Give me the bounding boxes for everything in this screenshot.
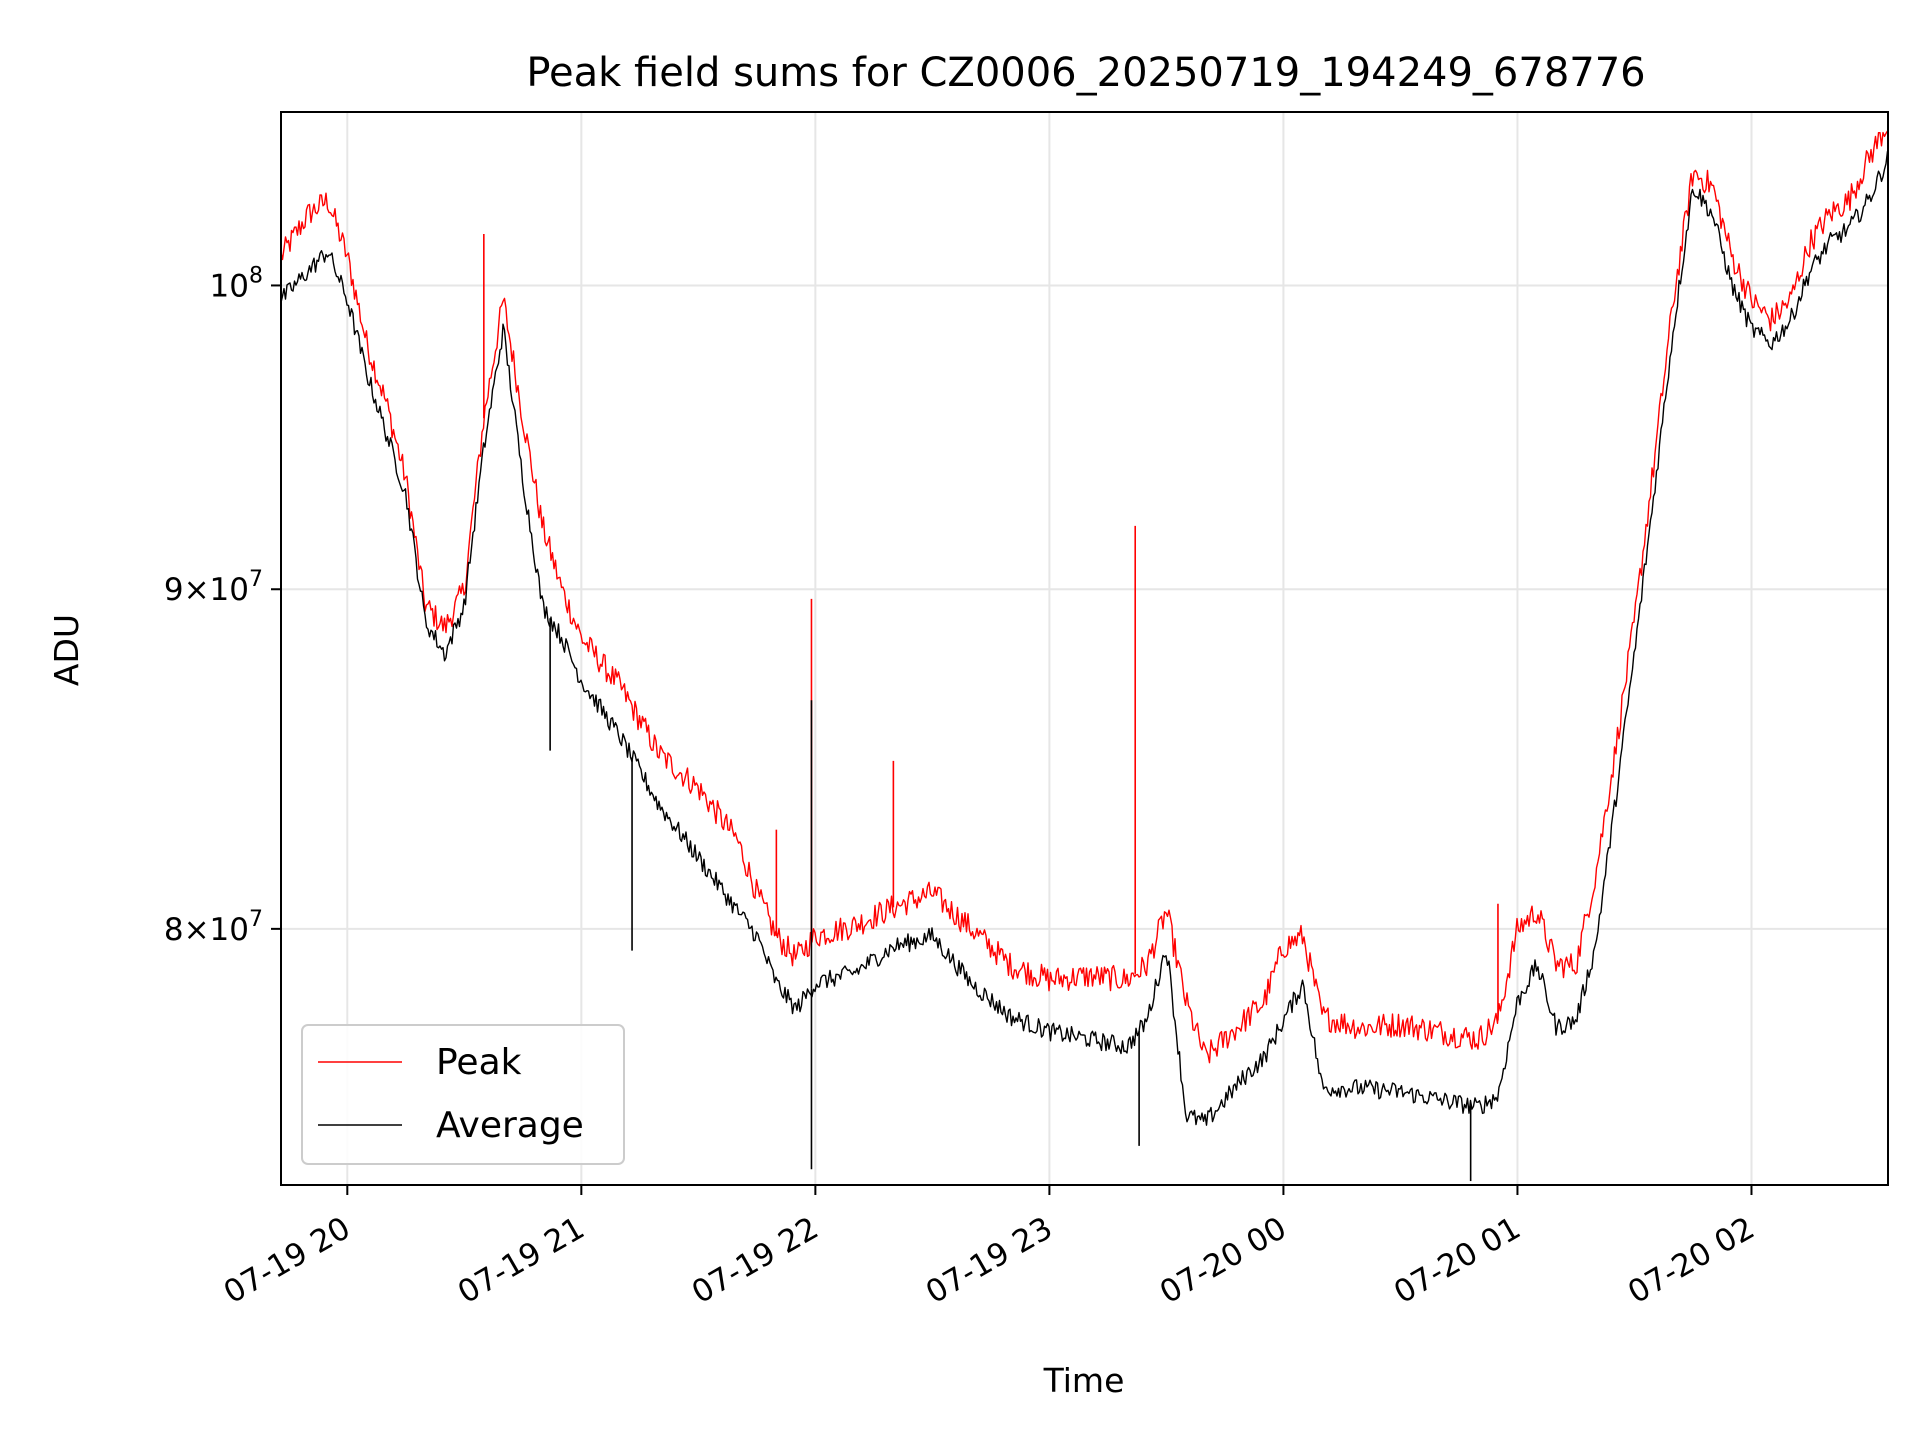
legend-label-peak: Peak xyxy=(436,1042,522,1083)
y-axis-ticks: 8×107 9×107 108 xyxy=(164,263,281,948)
chart-title: Peak field sums for CZ0006_20250719_1942… xyxy=(526,50,1645,96)
legend: Peak Average xyxy=(301,1024,625,1165)
series-line-average xyxy=(280,151,1889,1126)
y-tick-label: 108 xyxy=(210,263,263,304)
plot-frame xyxy=(280,111,1889,1186)
y-tick-label: 9×107 xyxy=(164,567,263,608)
y-axis-label: ADU xyxy=(47,614,86,686)
plot-series xyxy=(280,130,1889,1182)
legend-label-average: Average xyxy=(436,1105,584,1146)
legend-box xyxy=(301,1024,625,1165)
y-tick-label: 8×107 xyxy=(164,907,263,948)
series-average xyxy=(280,151,1889,1182)
grid xyxy=(281,112,1888,1185)
series-line-peak xyxy=(280,130,1889,1064)
x-axis-label: Time xyxy=(1043,1361,1125,1400)
